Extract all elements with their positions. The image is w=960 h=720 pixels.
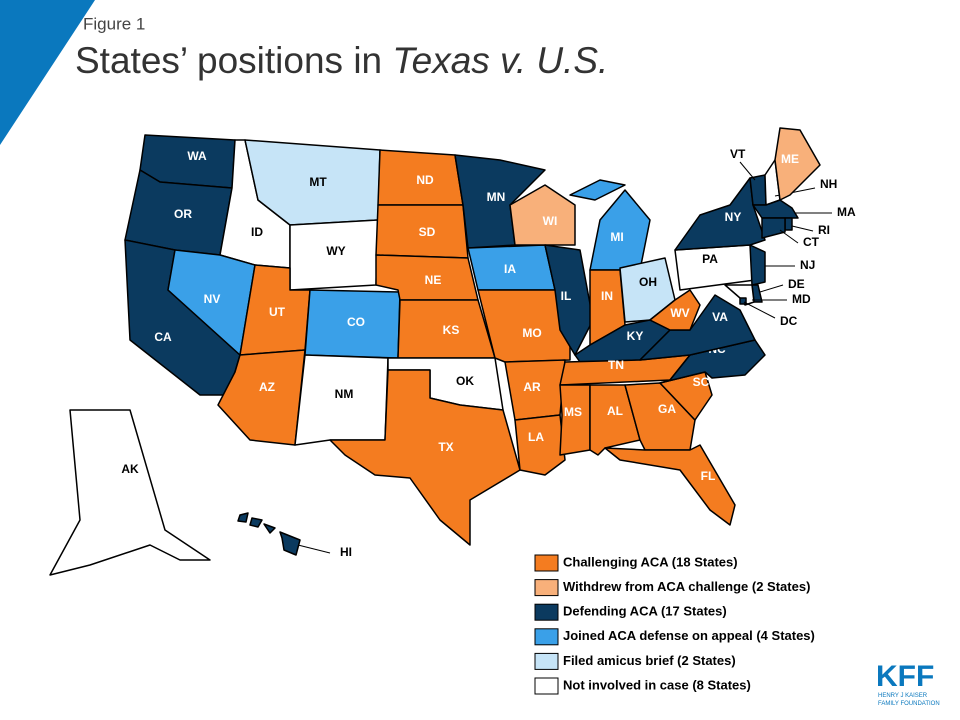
state-label: MA bbox=[837, 205, 856, 219]
state-label: MT bbox=[309, 175, 327, 189]
figure-label: Figure 1 bbox=[83, 14, 145, 33]
logo: KFF HENRY J KAISER FAMILY FOUNDATION bbox=[876, 660, 940, 707]
state-label: MS bbox=[564, 405, 582, 419]
state-label: VT bbox=[730, 147, 746, 161]
state-label: GA bbox=[658, 402, 676, 416]
state-label: ND bbox=[416, 173, 434, 187]
state-label: MO bbox=[522, 326, 541, 340]
corner-accent bbox=[0, 0, 95, 145]
state-label: NY bbox=[725, 210, 742, 224]
title-italic: Texas v. U.S. bbox=[392, 40, 608, 81]
state-label: DE bbox=[788, 277, 805, 291]
title: States’ positions in Texas v. U.S. bbox=[75, 40, 608, 81]
state-label: SD bbox=[419, 225, 436, 239]
state-label: WI bbox=[543, 214, 558, 228]
state-label: CA bbox=[154, 330, 172, 344]
state-shape bbox=[604, 444, 736, 526]
state-label: IN bbox=[601, 289, 613, 303]
state-label: IA bbox=[504, 262, 516, 276]
state-label: UT bbox=[269, 305, 286, 319]
state-shape bbox=[749, 244, 766, 286]
leader-line bbox=[739, 161, 756, 181]
state-label: TX bbox=[438, 440, 453, 454]
legend-label: Joined ACA defense on appeal (4 States) bbox=[563, 628, 815, 643]
state-label: WA bbox=[187, 149, 207, 163]
state-shape bbox=[279, 531, 301, 556]
state-shape bbox=[509, 184, 576, 246]
state-label: NM bbox=[335, 387, 354, 401]
legend-swatch bbox=[534, 603, 559, 621]
state-shape bbox=[49, 409, 211, 576]
state-label: SC bbox=[693, 375, 710, 389]
legend-swatch bbox=[534, 628, 559, 646]
state-label: OK bbox=[456, 374, 474, 388]
state-label: DC bbox=[780, 314, 798, 328]
legend: Challenging ACA (18 States) Withdrew from… bbox=[534, 554, 815, 695]
state-shape bbox=[649, 289, 701, 331]
state-label: NV bbox=[204, 292, 221, 306]
state-label: AL bbox=[607, 404, 623, 418]
state-label: AR bbox=[523, 380, 541, 394]
state-label: KS bbox=[443, 323, 460, 337]
state-label: AZ bbox=[259, 380, 275, 394]
state-label: CO bbox=[347, 315, 365, 329]
logo-name: KFF bbox=[876, 660, 934, 693]
state-label: MI bbox=[610, 230, 623, 244]
state-label: ID bbox=[251, 225, 263, 239]
state-label: CT bbox=[803, 235, 820, 249]
logo-line: FAMILY FOUNDATION bbox=[878, 701, 940, 707]
legend-label: Challenging ACA (18 States) bbox=[563, 554, 738, 569]
leader-line bbox=[759, 284, 784, 293]
state-label: FL bbox=[701, 469, 716, 483]
legend-label: Defending ACA (17 States) bbox=[563, 604, 727, 619]
state-label: NE bbox=[425, 273, 442, 287]
state-shape bbox=[217, 349, 306, 446]
leader-line bbox=[743, 301, 776, 319]
logo-line: HENRY J KAISER bbox=[878, 693, 928, 699]
state-shape bbox=[237, 512, 249, 523]
state-label: MD bbox=[792, 292, 811, 306]
state-label: LA bbox=[528, 430, 544, 444]
state-label: OH bbox=[639, 275, 657, 289]
state-label: NJ bbox=[800, 258, 815, 272]
state-shape bbox=[263, 523, 276, 534]
legend-label: Not involved in case (8 States) bbox=[563, 677, 751, 692]
leader-line bbox=[779, 229, 799, 244]
state-label: IL bbox=[561, 289, 572, 303]
state-label: ME bbox=[781, 152, 799, 166]
state-shape bbox=[569, 179, 626, 201]
legend-label: Filed amicus brief (2 States) bbox=[563, 653, 736, 668]
state-label: MN bbox=[487, 190, 506, 204]
state-label: WY bbox=[326, 244, 345, 258]
state-shape bbox=[249, 517, 263, 528]
state-label: KY bbox=[627, 329, 644, 343]
state-label: OR bbox=[174, 207, 192, 221]
state-shape bbox=[749, 174, 767, 206]
state-label: PA bbox=[702, 252, 718, 266]
state-label: TN bbox=[608, 358, 624, 372]
state-label: HI bbox=[340, 545, 352, 559]
state-shape bbox=[761, 217, 786, 239]
state-label: WV bbox=[670, 306, 689, 320]
state-label: RI bbox=[818, 223, 830, 237]
state-shape bbox=[784, 217, 793, 231]
map: WA OR CA ID NV MT WY UT CO AZ NM ND SD NE KS OK TX MN IA MO… bbox=[49, 127, 856, 576]
state-shape bbox=[514, 414, 566, 476]
leader-line bbox=[791, 225, 814, 232]
state-label: AK bbox=[121, 462, 139, 476]
state-label: VA bbox=[712, 310, 728, 324]
legend-swatch bbox=[534, 677, 559, 695]
state-label: NH bbox=[820, 177, 837, 191]
legend-swatch bbox=[534, 554, 559, 572]
legend-label: Withdrew from ACA challenge (2 States) bbox=[563, 579, 810, 594]
state-shape bbox=[559, 384, 591, 456]
legend-swatch bbox=[534, 652, 559, 670]
legend-swatch bbox=[534, 579, 559, 597]
title-prefix: States’ positions in bbox=[75, 40, 392, 81]
leader-line bbox=[297, 544, 331, 554]
